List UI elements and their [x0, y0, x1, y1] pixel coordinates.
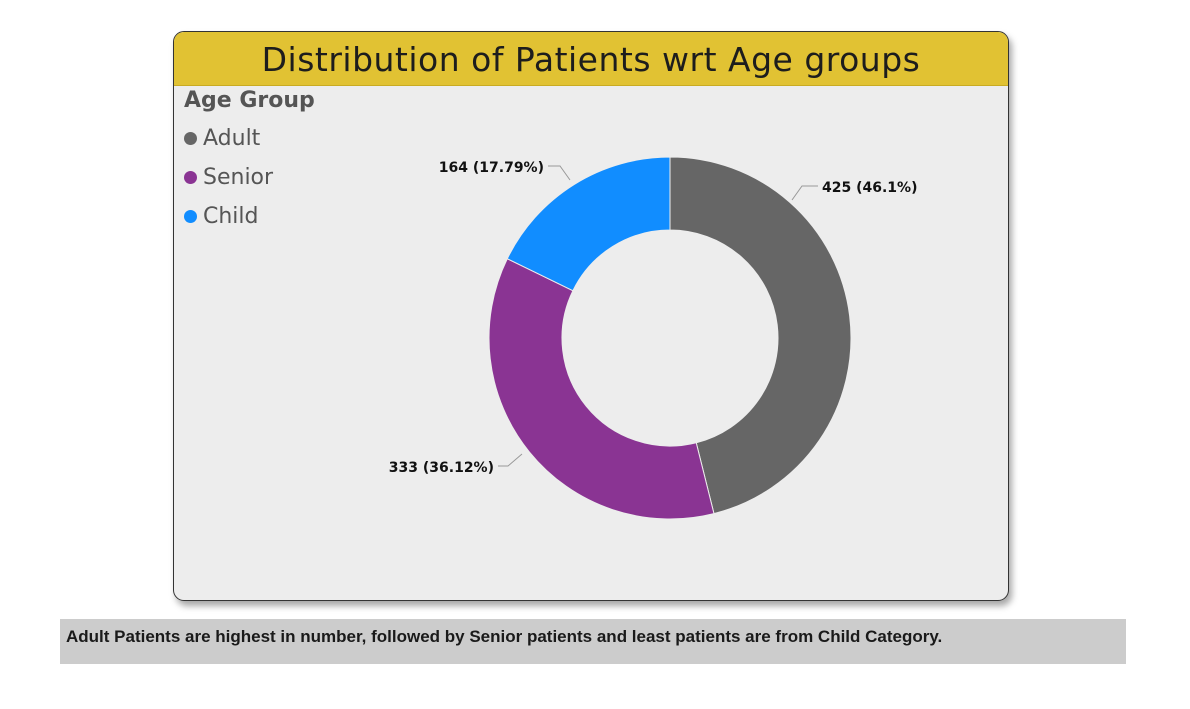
chart-card: Distribution of Patients wrt Age groups … [173, 31, 1009, 601]
donut-chart: 425 (46.1%) 333 (36.12%) 164 (17.79%) [389, 156, 917, 520]
donut-slice-child[interactable] [506, 156, 671, 292]
legend-marker-senior [184, 171, 197, 184]
legend-item-adult[interactable]: Adult [184, 119, 315, 158]
leader-line-adult [791, 185, 818, 201]
legend-item-child[interactable]: Child [184, 197, 315, 236]
data-label-senior: 333 (36.12%) [389, 460, 494, 476]
legend: Age Group Adult Senior Child [184, 88, 315, 236]
legend-item-senior[interactable]: Senior [184, 158, 315, 197]
insight-box: Adult Patients are highest in number, fo… [60, 619, 1126, 664]
leader-line-child [548, 165, 571, 181]
legend-label-adult: Adult [203, 126, 261, 151]
legend-label-senior: Senior [203, 165, 274, 190]
legend-title: Age Group [184, 88, 315, 113]
leader-line-senior [498, 453, 523, 467]
data-label-adult: 425 (46.1%) [822, 180, 917, 196]
legend-marker-child [184, 210, 197, 223]
donut-slice-adult[interactable] [669, 156, 852, 515]
legend-marker-adult [184, 132, 197, 145]
donut-slice-senior[interactable] [488, 258, 715, 520]
insight-text: Adult Patients are highest in number, fo… [66, 627, 943, 646]
data-label-child: 164 (17.79%) [439, 160, 544, 176]
chart-title: Distribution of Patients wrt Age groups [174, 32, 1008, 86]
legend-label-child: Child [203, 204, 259, 229]
